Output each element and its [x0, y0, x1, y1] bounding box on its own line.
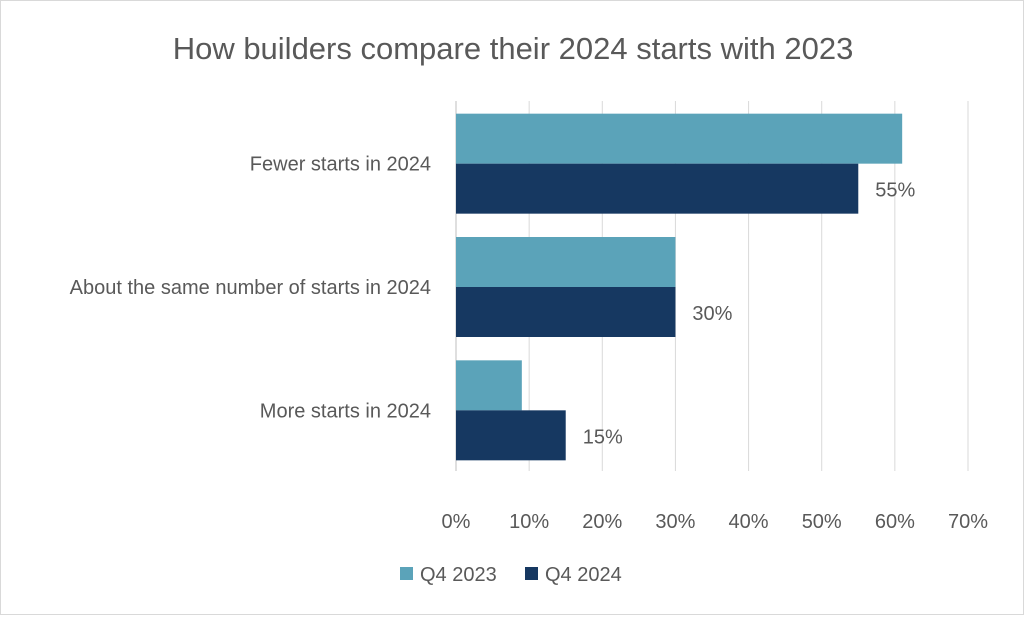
x-tick-label: 10% [509, 511, 549, 533]
chart-title: How builders compare their 2024 starts w… [173, 31, 854, 66]
data-label: 15% [583, 426, 623, 448]
bar-q4-2024 [456, 287, 676, 337]
category-label: More starts in 2024 [260, 400, 431, 422]
x-tick-label: 30% [655, 511, 695, 533]
data-label: 30% [692, 303, 732, 325]
category-label: Fewer starts in 2024 [250, 154, 431, 176]
x-tick-label: 70% [948, 511, 988, 533]
legend-swatch [400, 567, 413, 580]
legend-label: Q4 2024 [545, 564, 622, 586]
x-tick-label: 0% [442, 511, 471, 533]
data-label: 55% [875, 180, 915, 202]
bar-q4-2023 [456, 237, 676, 287]
bar-q4-2023 [456, 113, 903, 164]
bar-q4-2024 [456, 163, 859, 214]
x-tick-label: 40% [729, 511, 769, 533]
legend-swatch [525, 567, 538, 580]
bar-q4-2024 [456, 410, 566, 461]
category-label: About the same number of starts in 2024 [70, 277, 431, 299]
x-tick-label: 20% [582, 511, 622, 533]
bar-q4-2023 [456, 360, 522, 411]
x-tick-label: 50% [802, 511, 842, 533]
x-tick-label: 60% [875, 511, 915, 533]
legend-label: Q4 2023 [420, 564, 497, 586]
